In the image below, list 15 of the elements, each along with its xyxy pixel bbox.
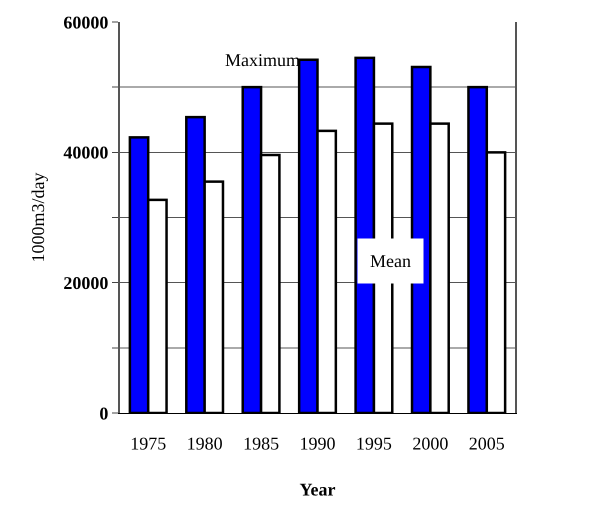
- x-tick-label: 2005: [468, 434, 505, 454]
- x-tick-label: 1985: [243, 434, 280, 454]
- y-tick-label: 40000: [63, 142, 108, 163]
- y-axis-title: 1000m3/day: [28, 172, 48, 262]
- x-tick-label: 1975: [130, 434, 166, 454]
- series-label: Maximum: [225, 50, 300, 70]
- y-tick-label: 20000: [63, 272, 108, 293]
- y-tick-label: 60000: [63, 12, 108, 32]
- x-tick-label: 1980: [186, 434, 223, 454]
- x-tick-label: 2000: [412, 434, 448, 454]
- y-tick-label: 0: [99, 403, 108, 424]
- x-tick-label: 1995: [356, 434, 392, 454]
- x-axis-title: Year: [300, 480, 336, 500]
- series-label: Mean: [370, 251, 411, 271]
- x-tick-label: 1990: [300, 434, 336, 454]
